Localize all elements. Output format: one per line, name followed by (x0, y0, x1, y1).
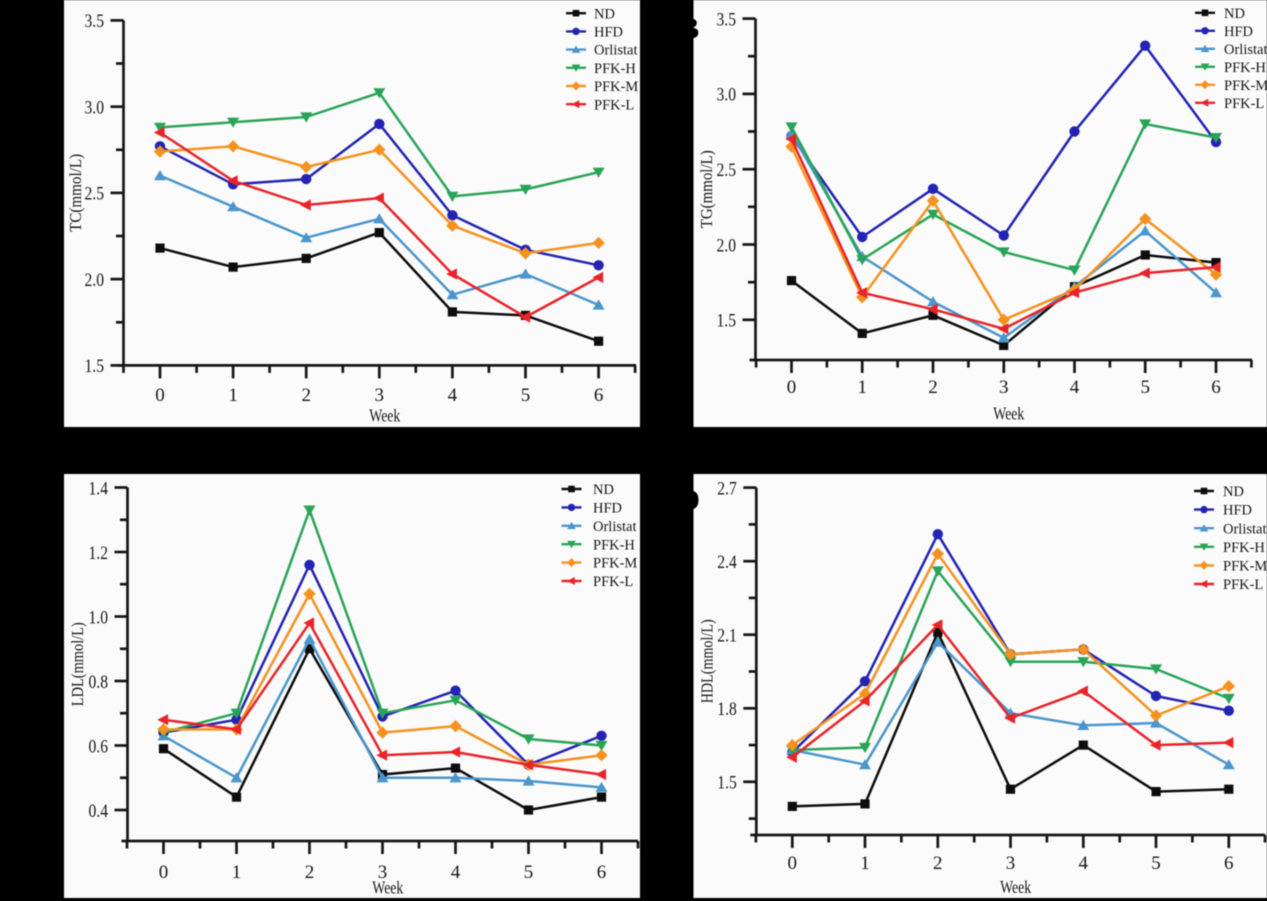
svg-text:1: 1 (857, 377, 867, 398)
svg-text:PFK-H: PFK-H (594, 61, 636, 77)
svg-text:1.0: 1.0 (89, 607, 109, 628)
svg-text:Orlistat: Orlistat (1223, 521, 1267, 537)
svg-text:0: 0 (788, 853, 798, 874)
svg-text:Orlistat: Orlistat (1224, 42, 1267, 58)
svg-text:PFK-M: PFK-M (593, 556, 637, 572)
svg-text:0: 0 (155, 385, 165, 406)
svg-text:3.0: 3.0 (85, 98, 105, 119)
svg-text:PFK-H: PFK-H (1223, 540, 1265, 556)
svg-text:TC(mmol/L): TC(mmol/L) (66, 154, 85, 232)
svg-text:6: 6 (1211, 377, 1221, 398)
svg-text:PFK-H: PFK-H (1224, 60, 1266, 76)
svg-text:LDL(mmol/L): LDL(mmol/L) (68, 622, 87, 706)
svg-text:Week: Week (1000, 877, 1031, 897)
svg-text:HFD: HFD (593, 501, 622, 517)
svg-text:HFD: HFD (1224, 24, 1253, 40)
svg-text:HFD: HFD (1223, 503, 1252, 519)
svg-text:6: 6 (1224, 853, 1234, 874)
svg-text:HFD: HFD (594, 25, 623, 41)
svg-text:2.5: 2.5 (717, 160, 737, 181)
svg-text:1: 1 (232, 862, 242, 883)
svg-text:Week: Week (993, 404, 1024, 424)
svg-text:2.1: 2.1 (717, 626, 737, 647)
svg-text:4: 4 (1070, 377, 1080, 398)
svg-text:ND: ND (594, 6, 615, 22)
svg-text:0.6: 0.6 (89, 736, 109, 757)
svg-text:3: 3 (375, 385, 385, 406)
svg-text:1.5: 1.5 (717, 773, 737, 794)
svg-text:0.4: 0.4 (89, 801, 109, 822)
svg-text:1: 1 (228, 385, 238, 406)
svg-text:4: 4 (451, 862, 461, 883)
svg-text:3: 3 (1006, 853, 1016, 874)
svg-text:5: 5 (1151, 853, 1161, 874)
svg-text:2.0: 2.0 (85, 270, 105, 291)
svg-text:6: 6 (594, 385, 604, 406)
svg-text:ND: ND (1224, 6, 1245, 22)
svg-text:Week: Week (372, 878, 403, 898)
svg-text:0.8: 0.8 (89, 672, 109, 693)
svg-text:PFK-H: PFK-H (593, 537, 635, 553)
svg-text:2.7: 2.7 (717, 478, 737, 499)
svg-text:PFK-M: PFK-M (1223, 559, 1267, 575)
svg-text:1.4: 1.4 (89, 478, 109, 499)
svg-text:4: 4 (1079, 853, 1089, 874)
svg-text:1.2: 1.2 (89, 543, 109, 564)
svg-text:3: 3 (378, 862, 388, 883)
svg-text:PFK-L: PFK-L (593, 574, 633, 590)
svg-text:1.5: 1.5 (717, 311, 737, 332)
svg-text:5: 5 (1140, 377, 1150, 398)
svg-text:Week: Week (369, 406, 400, 426)
svg-text:ND: ND (1223, 484, 1244, 500)
svg-text:4: 4 (448, 385, 458, 406)
svg-text:0: 0 (159, 862, 169, 883)
svg-text:3.0: 3.0 (717, 85, 737, 106)
svg-text:5: 5 (521, 385, 531, 406)
svg-text:PFK-L: PFK-L (594, 97, 634, 113)
svg-text:Orlistat: Orlistat (594, 43, 638, 59)
svg-text:2.0: 2.0 (717, 235, 737, 256)
svg-text:PFK-M: PFK-M (1224, 78, 1267, 94)
svg-text:PFK-L: PFK-L (1224, 96, 1264, 112)
svg-text:TG(mmol/L): TG(mmol/L) (697, 150, 716, 228)
svg-text:2: 2 (928, 377, 938, 398)
svg-text:3.5: 3.5 (85, 11, 105, 32)
svg-text:ND: ND (593, 482, 614, 498)
svg-text:6: 6 (597, 862, 607, 883)
svg-text:Orlistat: Orlistat (593, 519, 637, 535)
svg-text:1.5: 1.5 (85, 356, 105, 377)
svg-text:1: 1 (860, 853, 870, 874)
svg-text:HDL(mmol/L): HDL(mmol/L) (697, 619, 716, 703)
svg-text:PFK-M: PFK-M (594, 79, 638, 95)
svg-text:3: 3 (999, 377, 1009, 398)
svg-text:2: 2 (305, 862, 315, 883)
svg-text:3.5: 3.5 (717, 9, 737, 30)
svg-text:2.5: 2.5 (85, 184, 105, 205)
svg-text:0: 0 (787, 377, 797, 398)
svg-text:2: 2 (933, 853, 943, 874)
svg-text:5: 5 (524, 862, 534, 883)
svg-text:D: D (678, 482, 700, 517)
svg-text:2: 2 (301, 385, 311, 406)
svg-text:1.8: 1.8 (717, 699, 737, 720)
svg-text:2.4: 2.4 (717, 552, 737, 573)
svg-text:B: B (678, 11, 699, 46)
svg-text:PFK-L: PFK-L (1223, 577, 1263, 593)
